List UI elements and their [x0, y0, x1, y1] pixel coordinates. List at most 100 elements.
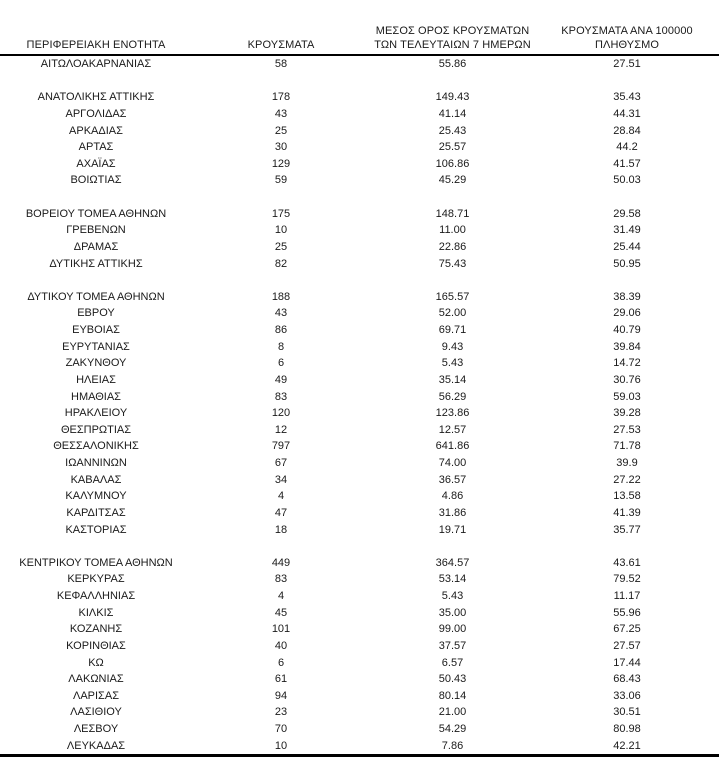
avg7-cell: 69.71: [438, 324, 467, 336]
region-cell: ΘΕΣΣΑΛΟΝΙΚΗΣ: [53, 440, 139, 453]
avg7-cell: 22.86: [438, 240, 467, 253]
spacer-row: [0, 189, 719, 206]
spacer-row: [0, 538, 719, 555]
table-row: ΔΡΑΜΑΣ 25 22.86 25.44: [0, 239, 719, 256]
table-row: ΚΙΛΚΙΣ 45 35.00 55.96: [0, 605, 719, 622]
region-cell: ΔΥΤΙΚΗΣ ΑΤΤΙΚΗΣ: [49, 257, 143, 270]
per100k-cell: 55.96: [613, 606, 641, 619]
region-cell: ΑΡΓΟΛΙΔΑΣ: [65, 107, 127, 120]
cases-cell: 10: [274, 739, 288, 752]
per100k-cell: 39.28: [613, 407, 641, 420]
table-row: ΖΑΚΥΝΘΟΥ 6 5.43 14.72: [0, 355, 719, 372]
column-header-per100k-line2: ΠΛΗΘΥΣΜΟ: [594, 38, 660, 51]
region-cell: ΛΑΣΙΘΙΟΥ: [70, 706, 122, 719]
region-cell: ΚΟΖΑΝΗΣ: [69, 623, 123, 636]
column-header-avg7-line1: ΜΕΣΟΣ ΟΡΟΣ ΚΡΟΥΣΜΑΤΩΝ: [375, 25, 530, 37]
region-cell: ΕΒΡΟΥ: [77, 307, 115, 320]
cases-cell: 175: [271, 207, 291, 220]
table-body: ΑΙΤΩΛΟΑΚΑΡΝΑΝΙΑΣ 58 55.86 27.51 ΑΝΑΤΟΛΙΚΗΣ Α…: [0, 56, 719, 758]
table-row: ΓΡΕΒΕΝΩΝ 10 11.00 31.49: [0, 222, 719, 239]
cases-cell: 70: [274, 723, 288, 735]
cases-cell: 6: [277, 656, 285, 669]
table-row: ΚΑΣΤΟΡΙΑΣ 18 19.71 35.77: [0, 522, 719, 539]
avg7-cell: 31.86: [438, 506, 467, 519]
cases-cell: 101: [271, 623, 291, 636]
cases-cell: 18: [274, 523, 288, 536]
per100k-cell: 50.03: [613, 174, 641, 187]
region-cell: ΕΥΡΥΤΑΝΙΑΣ: [62, 340, 130, 353]
region-cell: ΔΥΤΙΚΟΥ ΤΟΜΕΑ ΑΘΗΝΩΝ: [27, 290, 165, 303]
region-cell: ΚΑΒΑΛΑΣ: [70, 473, 122, 486]
avg7-cell: 165.57: [435, 290, 470, 303]
table-row: ΗΡΑΚΛΕΙΟΥ 120 123.86 39.28: [0, 405, 719, 422]
region-cell: ΘΕΣΠΡΩΤΙΑΣ: [60, 423, 132, 436]
per100k-cell: 27.53: [613, 423, 641, 436]
per100k-cell: 31.49: [613, 224, 641, 237]
table-row: ΙΩΑΝΝΙΝΩΝ 67 74.00 39.9: [0, 455, 719, 472]
cases-cell: 47: [274, 506, 288, 519]
per100k-cell: 27.22: [613, 473, 641, 486]
cases-cell: 120: [271, 407, 291, 420]
per100k-cell: 33.06: [613, 689, 641, 702]
avg7-cell: 641.86: [435, 440, 470, 453]
column-header-avg7-line2: ΤΩΝ ΤΕΛΕΥΤΑΙΩΝ 7 ΗΜΕΡΩΝ: [374, 38, 531, 51]
column-header-cases-label: ΚΡΟΥΣΜΑΤΑ: [247, 38, 315, 51]
region-cell: ΚΕΝΤΡΙΚΟΥ ΤΟΜΕΑ ΑΘΗΝΩΝ: [19, 556, 173, 569]
avg7-cell: 37.57: [438, 639, 467, 652]
per100k-cell: 14.72: [613, 357, 641, 370]
region-cell: ΛΕΥΚΑΔΑΣ: [66, 739, 126, 752]
per100k-cell: 11.17: [613, 590, 641, 602]
per100k-cell: 44.31: [613, 107, 641, 120]
avg7-cell: 21.00: [438, 706, 467, 719]
per100k-cell: 13.58: [613, 490, 641, 503]
table-row: ΑΡΤΑΣ 30 25.57 44.2: [0, 139, 719, 156]
table-row: ΔΥΤΙΚΟΥ ΤΟΜΕΑ ΑΘΗΝΩΝ 188 165.57 38.39: [0, 289, 719, 306]
table-row: ΚΑΒΑΛΑΣ 34 36.57 27.22: [0, 472, 719, 489]
per100k-cell: 44.2: [616, 141, 638, 154]
table-row: ΔΥΤΙΚΗΣ ΑΤΤΙΚΗΣ 82 75.43 50.95: [0, 256, 719, 273]
table-row: ΚΟΖΑΝΗΣ 101 99.00 67.25: [0, 621, 719, 638]
region-cell: ΙΩΑΝΝΙΝΩΝ: [65, 457, 127, 469]
cases-cell: 25: [274, 124, 288, 137]
avg7-cell: 55.86: [438, 58, 467, 70]
avg7-cell: 123.86: [435, 407, 470, 420]
cases-cell: 83: [274, 573, 288, 586]
avg7-cell: 35.00: [438, 606, 467, 619]
per100k-cell: 41.57: [613, 157, 641, 170]
cases-cell: 49: [274, 373, 288, 386]
table-row: ΒΟΡΕΙΟΥ ΤΟΜΕΑ ΑΘΗΝΩΝ 175 148.71 29.58: [0, 206, 719, 223]
table-row: ΑΝΑΤΟΛΙΚΗΣ ΑΤΤΙΚΗΣ 178 149.43 35.43: [0, 89, 719, 106]
table-row: ΕΥΡΥΤΑΝΙΑΣ 8 9.43 39.84: [0, 339, 719, 356]
avg7-cell: 12.57: [438, 423, 467, 436]
per100k-cell: 39.9: [616, 457, 638, 469]
avg7-cell: 54.29: [438, 723, 467, 735]
table-row: ΒΟΙΩΤΙΑΣ 59 45.29 50.03: [0, 172, 719, 189]
cases-cell: 45: [274, 606, 288, 619]
avg7-cell: 50.43: [438, 673, 467, 686]
avg7-cell: 45.29: [438, 174, 467, 187]
cases-cell: 25: [274, 240, 288, 253]
table-row: ΗΜΑΘΙΑΣ 83 56.29 59.03: [0, 389, 719, 406]
avg7-cell: 74.00: [438, 457, 467, 469]
per100k-cell: 35.43: [613, 91, 641, 104]
column-header-avg7: ΜΕΣΟΣ ΟΡΟΣ ΚΡΟΥΣΜΑΤΩΝ ΤΩΝ ΤΕΛΕΥΤΑΙΩΝ 7 Η…: [370, 25, 535, 54]
region-cell: ΑΡΚΑΔΙΑΣ: [69, 124, 123, 137]
cases-cell: 188: [271, 290, 291, 303]
cases-cell: 30: [274, 141, 288, 154]
region-cell: ΚΕΡΚΥΡΑΣ: [67, 573, 125, 586]
avg7-cell: 35.14: [438, 373, 467, 386]
avg7-cell: 5.43: [441, 357, 464, 370]
avg7-cell: 5.43: [441, 590, 464, 602]
region-cell: ΚΑΡΔΙΤΣΑΣ: [66, 506, 126, 519]
per100k-cell: 68.43: [613, 673, 641, 686]
region-cell: ΔΡΑΜΑΣ: [73, 240, 119, 253]
region-cell: ΛΑΡΙΣΑΣ: [72, 689, 119, 702]
column-header-per100k-line1: ΚΡΟΥΣΜΑΤΑ ΑΝΑ 100000: [561, 25, 693, 37]
per100k-cell: 28.84: [613, 124, 641, 137]
column-header-region: ΠΕΡΙΦΕΡΕΙΑΚΗ ΕΝΟΤΗΤΑ: [0, 39, 192, 55]
table-row: ΚΩ 6 6.57 17.44: [0, 655, 719, 672]
cases-cell: 34: [274, 473, 288, 486]
table-header: ΠΕΡΙΦΕΡΕΙΑΚΗ ΕΝΟΤΗΤΑ ΚΡΟΥΣΜΑΤΑ ΜΕΣΟΣ ΟΡΟ…: [0, 0, 719, 56]
per100k-cell: 30.76: [613, 373, 641, 386]
column-header-per100k: ΚΡΟΥΣΜΑΤΑ ΑΝΑ 100000 ΠΛΗΘΥΣΜΟ: [535, 25, 719, 54]
